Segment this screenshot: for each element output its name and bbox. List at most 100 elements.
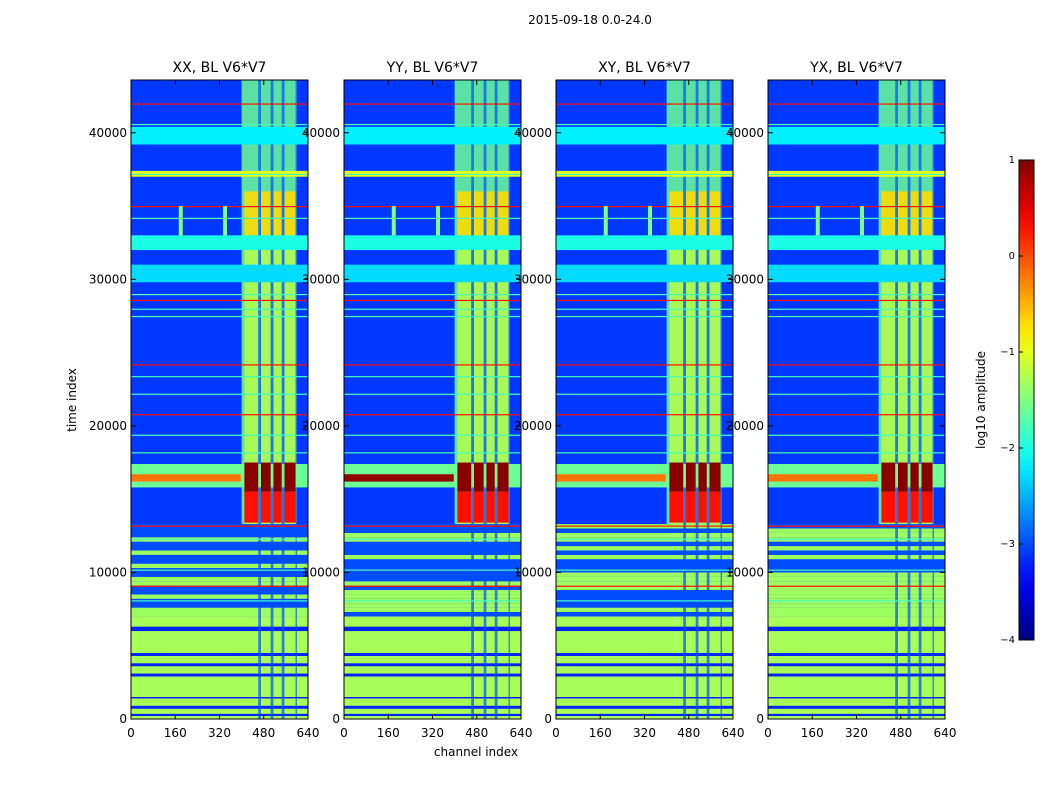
stripe-row bbox=[344, 576, 521, 582]
burst-cell bbox=[457, 462, 472, 492]
horizontal-band bbox=[556, 126, 733, 145]
rfi-column bbox=[910, 191, 919, 236]
column-gap bbox=[695, 80, 699, 719]
panel-title: YY, BL V6*V7 bbox=[386, 60, 479, 76]
colorbar-tick-label: −3 bbox=[1000, 539, 1015, 550]
horizontal-band bbox=[344, 126, 521, 145]
stripe-row bbox=[556, 563, 733, 569]
y-tick-label: 0 bbox=[332, 712, 340, 726]
rfi-line bbox=[556, 393, 733, 395]
burst-cell bbox=[921, 462, 933, 492]
column-gap bbox=[918, 80, 922, 719]
rfi-spike bbox=[436, 206, 441, 236]
gap-stripe bbox=[131, 663, 308, 667]
x-tick-label: 640 bbox=[934, 726, 957, 740]
stripe-row bbox=[131, 546, 308, 551]
rfi-line bbox=[344, 293, 521, 296]
rfi-line bbox=[556, 293, 733, 296]
x-tick-label: 160 bbox=[801, 726, 824, 740]
stripe-row bbox=[556, 594, 733, 599]
gap-stripe bbox=[556, 653, 733, 656]
colorbar-label: log10 amplitude bbox=[974, 351, 988, 449]
rfi-line bbox=[556, 434, 733, 436]
rfi-line bbox=[768, 525, 945, 527]
rfi-column bbox=[260, 191, 271, 236]
rfi-line bbox=[768, 376, 945, 378]
rfi-line bbox=[344, 452, 521, 454]
rfi-spike bbox=[648, 206, 653, 236]
y-tick-label: 10000 bbox=[89, 565, 127, 579]
stripe-row bbox=[131, 541, 308, 547]
rfi-line bbox=[131, 600, 308, 602]
stripe-row bbox=[344, 563, 521, 569]
stripe-row bbox=[344, 550, 521, 555]
stripe-row bbox=[344, 585, 521, 591]
stripe-row bbox=[768, 590, 945, 595]
rfi-line bbox=[556, 376, 733, 378]
rfi-column bbox=[709, 235, 721, 525]
rfi-line bbox=[768, 299, 945, 302]
y-tick-label: 0 bbox=[544, 712, 552, 726]
stripe-row bbox=[131, 532, 308, 538]
stripe-row bbox=[768, 541, 945, 547]
colorbar-tick-label: −2 bbox=[1000, 443, 1015, 454]
rfi-line bbox=[131, 585, 308, 587]
panel-title: XY, BL V6*V7 bbox=[598, 60, 691, 76]
gap-stripe bbox=[768, 653, 945, 656]
stripe-row bbox=[131, 576, 308, 582]
column-gap bbox=[706, 80, 710, 719]
rfi-line bbox=[768, 308, 945, 310]
rfi-column bbox=[669, 191, 684, 236]
gap-stripe bbox=[768, 673, 945, 677]
y-tick-label: 20000 bbox=[726, 419, 764, 433]
rfi-line bbox=[768, 293, 945, 296]
burst-cell bbox=[698, 491, 707, 523]
rfi-line bbox=[131, 364, 308, 366]
stripe-row bbox=[131, 603, 308, 608]
rfi-line bbox=[768, 206, 945, 208]
rfi-line bbox=[768, 393, 945, 395]
colorbar: 1 0 −1 −2 −3 −4 log10 amplitude bbox=[974, 155, 1035, 646]
rfi-column bbox=[244, 235, 259, 525]
rfi-line bbox=[768, 364, 945, 366]
rfi-column bbox=[698, 235, 707, 525]
burst-cell bbox=[284, 491, 296, 523]
rfi-column bbox=[881, 235, 896, 525]
burst-cell bbox=[921, 491, 933, 523]
rfi-line bbox=[768, 103, 945, 105]
rfi-line bbox=[131, 206, 308, 208]
y-tick-label: 40000 bbox=[726, 126, 764, 140]
rfi-column bbox=[473, 191, 484, 236]
rfi-line bbox=[344, 569, 521, 571]
y-tick-label: 0 bbox=[756, 712, 764, 726]
rfi-column bbox=[273, 191, 282, 236]
horizontal-band bbox=[344, 235, 521, 251]
x-tick-label: 640 bbox=[510, 726, 533, 740]
burst-cell bbox=[260, 462, 271, 492]
rfi-line bbox=[556, 123, 733, 126]
burst-cell bbox=[473, 462, 484, 492]
stripe-row bbox=[556, 532, 733, 538]
stripe-row bbox=[556, 581, 733, 586]
burst-cell bbox=[669, 491, 684, 523]
burst-cell bbox=[897, 491, 908, 523]
stripe-row bbox=[556, 546, 733, 551]
burst-cell bbox=[497, 462, 509, 492]
column-gap bbox=[471, 80, 474, 719]
rfi-line bbox=[131, 393, 308, 395]
rfi-line bbox=[768, 315, 945, 318]
rfi-line bbox=[344, 315, 521, 318]
rfi-line bbox=[556, 206, 733, 208]
panel-yy: YY, BL V6*V7 0 160 320 480 640 0 10000 20000 3000… bbox=[302, 60, 533, 740]
x-tick-label: 320 bbox=[208, 726, 231, 740]
horizontal-band bbox=[556, 235, 733, 251]
rfi-line bbox=[344, 206, 521, 208]
rfi-line bbox=[131, 434, 308, 436]
horizontal-band bbox=[768, 126, 945, 145]
column-gap bbox=[281, 80, 285, 719]
burst-cell bbox=[497, 491, 509, 523]
stripe-row bbox=[556, 559, 733, 564]
colorbar-tick-label: −4 bbox=[1000, 635, 1015, 646]
flagged-block bbox=[344, 616, 521, 719]
horizontal-band bbox=[131, 126, 308, 145]
